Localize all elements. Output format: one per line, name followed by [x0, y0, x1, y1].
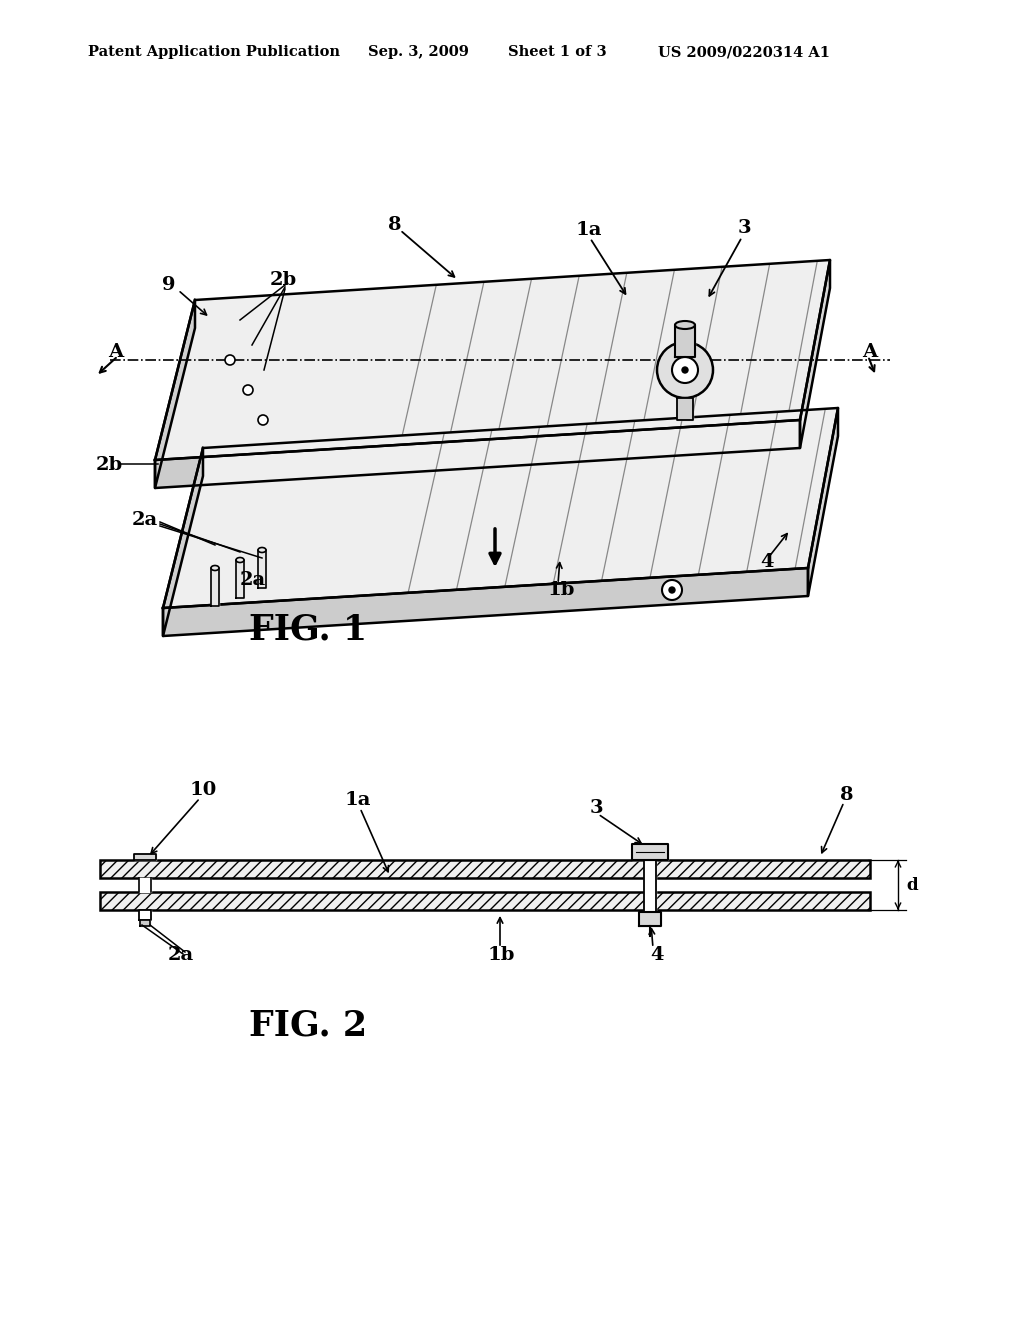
Text: 2a: 2a	[132, 511, 159, 529]
Text: 1b: 1b	[488, 946, 515, 964]
Polygon shape	[644, 861, 656, 912]
Text: 4: 4	[760, 553, 773, 572]
Polygon shape	[134, 854, 156, 861]
Polygon shape	[139, 878, 151, 892]
Polygon shape	[808, 408, 838, 597]
Text: Sheet 1 of 3: Sheet 1 of 3	[508, 45, 606, 59]
Ellipse shape	[211, 565, 219, 570]
Text: 4: 4	[650, 946, 664, 964]
Text: 8: 8	[840, 785, 853, 804]
Polygon shape	[163, 408, 838, 609]
Polygon shape	[258, 550, 266, 587]
Text: 2a: 2a	[240, 572, 266, 589]
Polygon shape	[155, 260, 830, 459]
Text: 1b: 1b	[548, 581, 575, 599]
Text: 10: 10	[190, 781, 217, 799]
Circle shape	[225, 355, 234, 366]
Bar	[100, 892, 870, 909]
Polygon shape	[155, 300, 195, 488]
Text: A: A	[862, 343, 878, 360]
Polygon shape	[639, 912, 662, 927]
Polygon shape	[800, 260, 830, 447]
Polygon shape	[163, 447, 203, 636]
Text: 3: 3	[590, 799, 603, 817]
Text: 2b: 2b	[270, 271, 297, 289]
Text: 2b: 2b	[96, 455, 123, 474]
Ellipse shape	[675, 321, 695, 329]
Text: 8: 8	[388, 216, 401, 234]
Circle shape	[657, 342, 713, 399]
Text: 1a: 1a	[575, 220, 602, 239]
Polygon shape	[211, 568, 219, 606]
Circle shape	[672, 356, 698, 383]
Text: FIG. 1: FIG. 1	[249, 612, 367, 647]
Text: 9: 9	[162, 276, 175, 294]
Text: Sep. 3, 2009: Sep. 3, 2009	[368, 45, 469, 59]
Circle shape	[682, 367, 688, 374]
Polygon shape	[139, 909, 151, 920]
Circle shape	[258, 414, 268, 425]
Text: 2a: 2a	[168, 946, 195, 964]
Text: FIG. 2: FIG. 2	[249, 1008, 367, 1041]
Circle shape	[662, 579, 682, 601]
Text: Patent Application Publication: Patent Application Publication	[88, 45, 340, 59]
Text: 3: 3	[738, 219, 752, 238]
Polygon shape	[140, 920, 150, 927]
Ellipse shape	[236, 557, 244, 562]
Polygon shape	[632, 843, 668, 861]
Polygon shape	[677, 399, 693, 420]
Circle shape	[669, 587, 675, 593]
Ellipse shape	[258, 548, 266, 553]
Text: 1a: 1a	[345, 791, 372, 809]
Polygon shape	[163, 568, 808, 636]
Text: US 2009/0220314 A1: US 2009/0220314 A1	[658, 45, 830, 59]
Polygon shape	[236, 560, 244, 598]
Bar	[100, 861, 870, 878]
Circle shape	[243, 385, 253, 395]
Text: A: A	[108, 343, 123, 360]
Polygon shape	[155, 420, 800, 488]
Text: d: d	[906, 876, 918, 894]
Polygon shape	[675, 325, 695, 356]
